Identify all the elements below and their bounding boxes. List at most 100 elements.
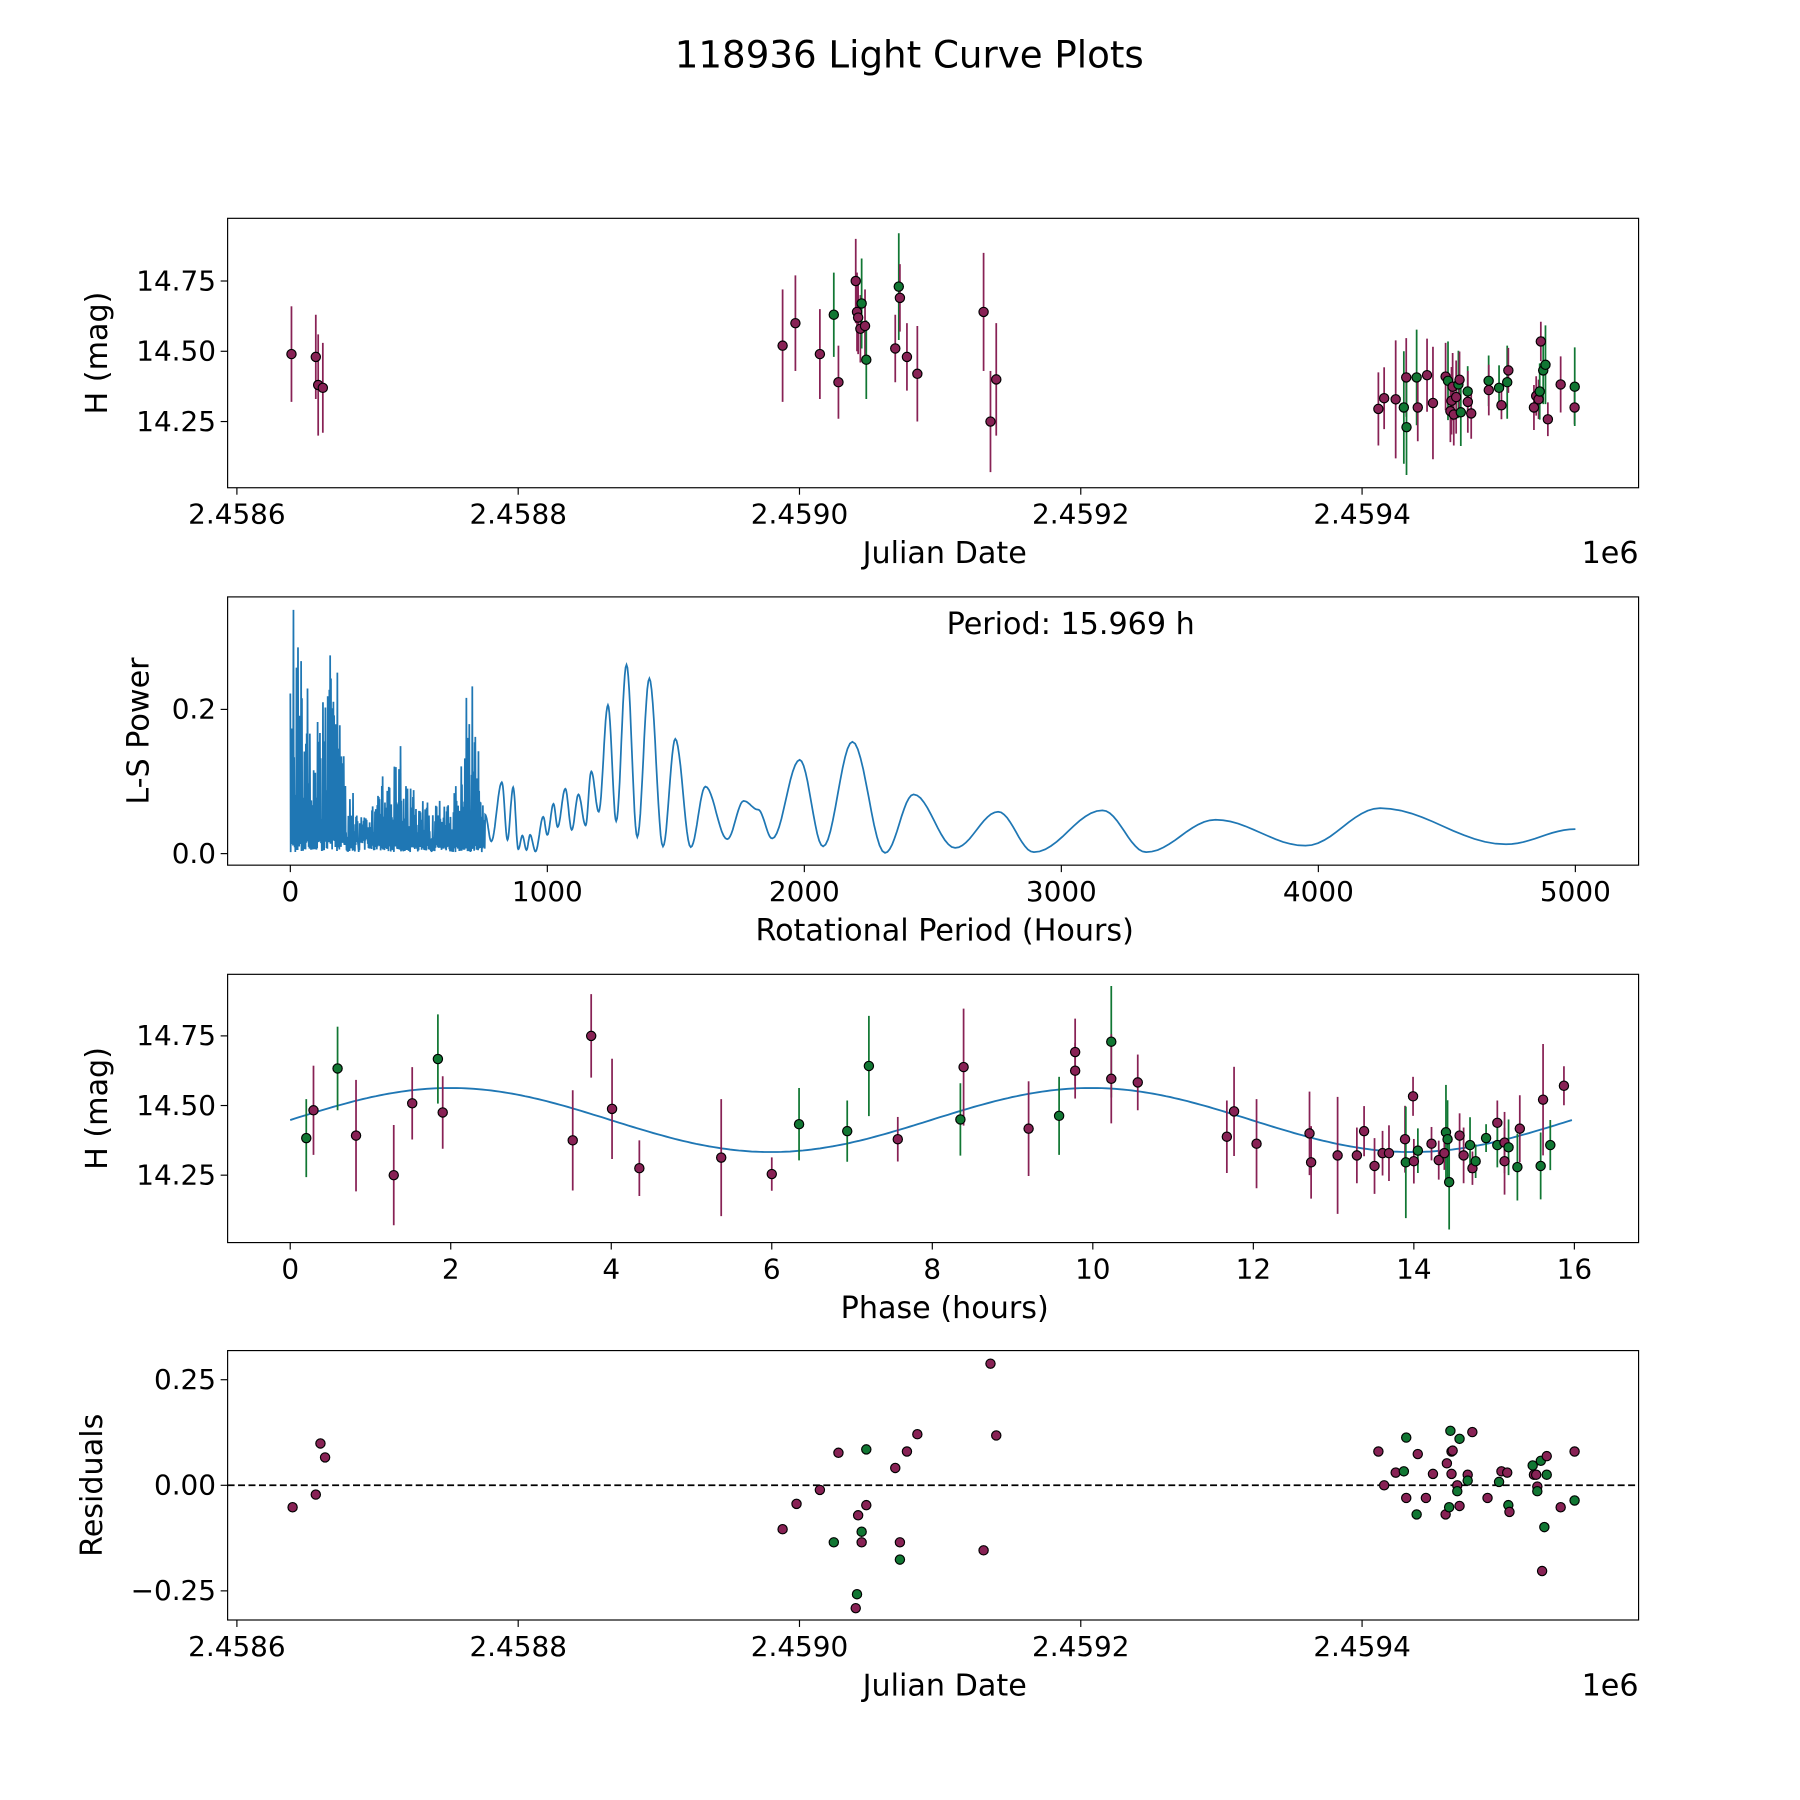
data-point: [1427, 397, 1439, 409]
data-point: [1452, 1485, 1463, 1497]
data-point: [1512, 1161, 1523, 1173]
data-point: [1443, 1502, 1455, 1513]
x-tick-label: 2.4594: [1313, 1630, 1410, 1663]
data-point: [1493, 1476, 1505, 1488]
axes-frame: [227, 596, 1640, 866]
data-point: [308, 1105, 319, 1116]
data-point: [985, 1358, 996, 1369]
data-point: [1426, 1138, 1437, 1149]
data-point: [286, 348, 297, 360]
data-point: [1535, 1160, 1546, 1172]
data-point: [1458, 1150, 1469, 1161]
data-point: [1501, 376, 1513, 388]
data-point: [912, 368, 923, 379]
data-point: [317, 382, 329, 394]
data-point: [833, 1447, 844, 1459]
data-point: [1412, 1448, 1423, 1460]
data-point: [406, 1098, 418, 1109]
data-point: [1540, 359, 1551, 370]
data-point: [1534, 386, 1545, 397]
x-axis-label: Julian Date: [861, 1668, 1027, 1703]
x-tick-label: 1000: [512, 875, 583, 908]
y-tick-label: 0.0: [172, 837, 216, 870]
x-offset-text: 1e6: [1582, 1668, 1639, 1703]
data-point: [1411, 1509, 1422, 1520]
data-point: [1462, 386, 1473, 397]
data-point: [585, 1030, 597, 1042]
data-point: [777, 340, 788, 351]
y-tick-label: 0.00: [154, 1469, 216, 1502]
data-point: [856, 298, 867, 309]
data-point: [1408, 1156, 1420, 1167]
x-tick-label: 2.4590: [751, 498, 848, 531]
data-point: [287, 1502, 298, 1513]
plot-area: [227, 1358, 1639, 1614]
x-tick-label: 14: [1396, 1253, 1431, 1286]
data-point: [1454, 1500, 1465, 1512]
data-point: [1501, 1467, 1513, 1478]
data-point: [861, 1499, 872, 1511]
data-point: [1221, 1131, 1233, 1142]
data-point: [978, 1545, 989, 1556]
data-point: [1401, 372, 1412, 383]
data-point: [814, 1484, 826, 1496]
data-point: [1480, 1132, 1492, 1144]
data-point: [894, 1537, 906, 1548]
data-point: [1383, 1147, 1395, 1159]
data-point: [388, 1169, 399, 1181]
data-point: [1462, 1475, 1473, 1486]
data-point: [1569, 402, 1580, 413]
data-point: [1483, 375, 1494, 387]
data-point: [863, 1060, 875, 1072]
data-point: [861, 1444, 872, 1455]
model-fit-curve: [289, 1087, 1573, 1153]
x-tick-label: 2.4592: [1032, 1630, 1129, 1663]
data-point: [1470, 1156, 1481, 1167]
data-point: [1421, 369, 1433, 381]
data-point: [892, 1134, 904, 1145]
y-axis-label: L-S Power: [122, 657, 157, 805]
data-point: [1454, 1130, 1465, 1141]
data-point: [1447, 1445, 1458, 1456]
data-point: [1332, 1150, 1343, 1161]
data-point: [1399, 1134, 1411, 1145]
data-point: [777, 1523, 788, 1535]
y-tick-label: 0.2: [172, 693, 216, 726]
data-point: [1251, 1138, 1262, 1149]
axes-frame: [227, 217, 1640, 489]
x-tick-label: 4: [602, 1253, 620, 1286]
data-point: [1439, 1147, 1450, 1159]
data-point: [1069, 1065, 1081, 1076]
data-point: [1304, 1128, 1315, 1139]
data-point: [634, 1162, 645, 1174]
data-point: [1496, 400, 1507, 411]
data-point: [1555, 1502, 1566, 1513]
data-point: [1558, 1080, 1570, 1091]
y-tick-label: 14.50: [136, 335, 216, 368]
y-tick-label: 14.50: [136, 1089, 216, 1122]
data-point: [1545, 1139, 1556, 1151]
x-tick-label: 2: [442, 1253, 460, 1286]
data-point: [1412, 402, 1423, 413]
x-tick-label: 3000: [1026, 875, 1097, 908]
data-point: [893, 281, 905, 292]
data-point: [310, 351, 322, 363]
plot-area: [289, 609, 1576, 854]
data-point: [1514, 1123, 1526, 1134]
x-axis-label: Rotational Period (Hours): [755, 914, 1133, 949]
data-point: [1398, 1466, 1410, 1477]
data-point: [1228, 1106, 1240, 1117]
data-point: [1427, 1468, 1439, 1480]
data-point: [859, 320, 871, 332]
data-point: [814, 348, 826, 360]
data-point: [715, 1152, 727, 1163]
data-point: [1454, 374, 1465, 385]
data-point: [1053, 1110, 1065, 1122]
data-point: [606, 1103, 618, 1115]
data-point: [432, 1053, 444, 1065]
data-point: [1504, 1506, 1515, 1518]
data-point: [315, 1438, 326, 1449]
data-point: [856, 1526, 867, 1537]
y-tick-label: −0.25: [131, 1574, 216, 1607]
